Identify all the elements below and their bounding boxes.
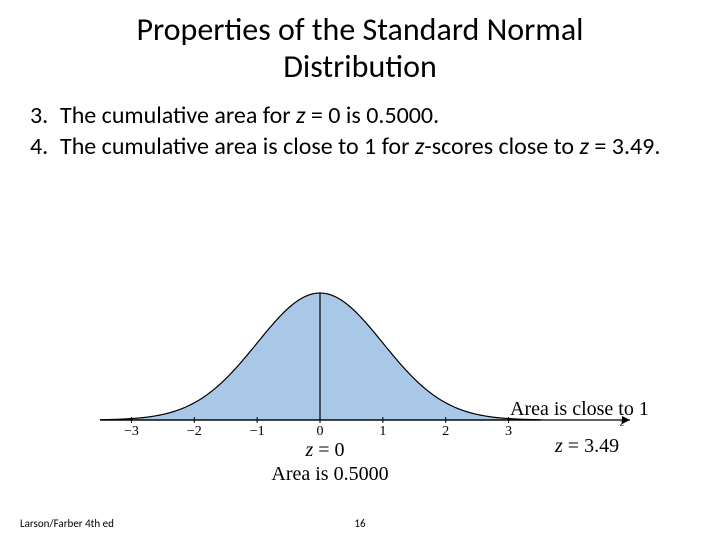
axis-tick-label: 3 bbox=[494, 424, 524, 440]
point-4-text: The cumulative area is close to 1 for z-… bbox=[60, 131, 690, 162]
axis-tick-label: 1 bbox=[368, 424, 398, 440]
area-05-label: Area is 0.5000 bbox=[255, 463, 405, 486]
area-close-to-1-label: Area is close to 1 bbox=[510, 398, 649, 421]
z-equals-349-label: z = 3.49 bbox=[555, 435, 619, 458]
axis-tick-label: −2 bbox=[179, 424, 209, 440]
page-number: 16 bbox=[0, 517, 720, 530]
z-axis-label: z bbox=[620, 418, 624, 429]
axis-tick-label: 0 bbox=[305, 424, 335, 440]
point-3-number: 3. bbox=[30, 100, 60, 131]
page-title: Properties of the Standard Normal Distri… bbox=[0, 0, 720, 86]
axis-tick-label: −3 bbox=[116, 424, 146, 440]
axis-tick-label: 2 bbox=[431, 424, 461, 440]
point-4-number: 4. bbox=[30, 131, 60, 162]
axis-tick-label: −1 bbox=[242, 424, 272, 440]
bell-curve-chart: −3−2−10123 z = 0 Area is 0.5000 bbox=[100, 285, 540, 465]
point-3-text: The cumulative area for z = 0 is 0.5000. bbox=[60, 100, 690, 131]
body-text: 3. The cumulative area for z = 0 is 0.50… bbox=[0, 86, 720, 162]
z-equals-0-label: z = 0 bbox=[295, 439, 355, 462]
